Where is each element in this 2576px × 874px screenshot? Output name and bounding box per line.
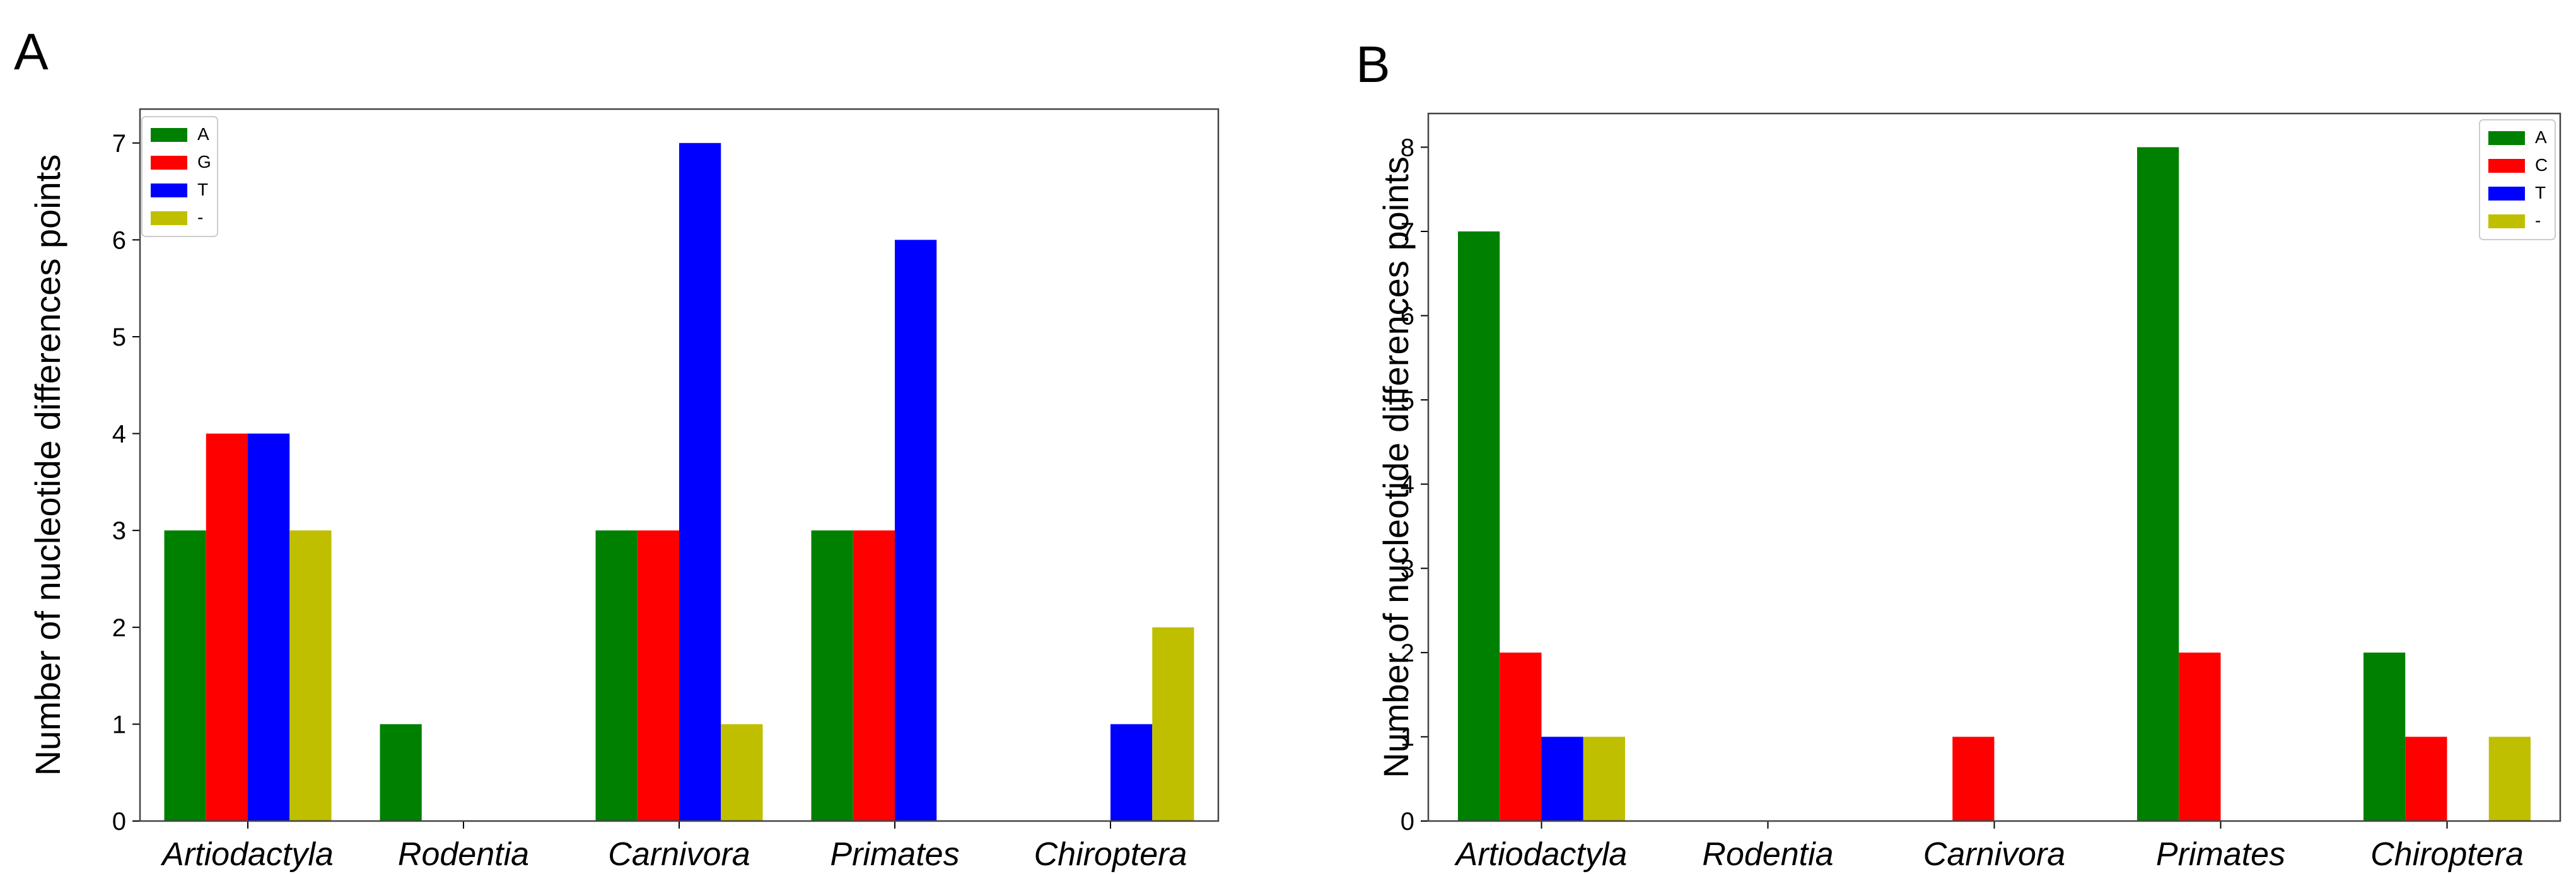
- legend-swatch: [2488, 159, 2525, 173]
- bar-chiroptera-t: [1110, 724, 1153, 821]
- y-tick-label: 0: [1401, 808, 1414, 836]
- bar-artiodactyla-a: [164, 530, 206, 821]
- y-tick-label: 8: [1401, 134, 1414, 161]
- bar-artiodactyla-a: [1458, 231, 1500, 821]
- x-tick-label: Rodentia: [1702, 836, 1833, 873]
- panel-a: A Artiodactyla Rodentia Carnivora Primates Ch…: [14, 23, 1220, 873]
- bar-primates-t: [895, 240, 937, 822]
- x-tick-label: Artiodactyla: [1454, 836, 1628, 873]
- bar-artiodactyla-c: [1500, 652, 1542, 821]
- legend-swatch: [2488, 214, 2525, 228]
- legend-swatch: [151, 156, 187, 170]
- legend-label: T: [197, 180, 208, 199]
- legend-label: A: [2535, 127, 2547, 147]
- legend-label: G: [197, 152, 211, 172]
- panel-label: A: [14, 23, 49, 81]
- y-tick-label: 4: [1401, 471, 1414, 499]
- y-tick-label: 7: [112, 130, 126, 158]
- bar-artiodactyla-gap: [289, 530, 332, 821]
- bar-carnivora-t: [679, 143, 721, 821]
- bar-primates-g: [853, 530, 895, 821]
- y-tick-label: 5: [1401, 387, 1414, 414]
- y-tick-label: 2: [1401, 639, 1414, 667]
- legend-box: [141, 116, 218, 237]
- panel-label: B: [1356, 36, 1390, 93]
- y-axis-label: Number of nucleotide differences points: [28, 154, 67, 776]
- y-tick-label: 7: [1401, 218, 1414, 246]
- bar-primates-a: [811, 530, 853, 821]
- y-tick-label: 1: [1401, 723, 1414, 751]
- bar-artiodactyla-t: [248, 433, 290, 821]
- legend-label: -: [197, 207, 203, 227]
- legend-swatch: [151, 211, 187, 225]
- plot-frame: [139, 108, 1220, 822]
- x-tick-label: Carnivora: [608, 836, 750, 873]
- legend: AGT -: [141, 116, 218, 237]
- y-tick-label: 0: [112, 808, 126, 836]
- bar-primates-c: [2179, 652, 2221, 821]
- y-tick-label: 4: [112, 421, 126, 448]
- bar-rodentia-a: [380, 724, 422, 821]
- legend-swatch: [2488, 187, 2525, 201]
- y-tick-label: 6: [1401, 303, 1414, 330]
- legend-label: C: [2535, 155, 2548, 175]
- x-tick-label: Chiroptera: [2370, 836, 2524, 873]
- legend-swatch: [151, 128, 187, 142]
- legend-label: A: [197, 124, 209, 144]
- legend-label: T: [2535, 183, 2546, 202]
- x-tick-label: Carnivora: [1923, 836, 2065, 873]
- x-tick-label: Primates: [830, 836, 959, 873]
- legend-swatch: [151, 184, 187, 197]
- x-tick-label: Artiodactyla: [160, 836, 334, 873]
- bar-chiroptera-c: [2405, 737, 2447, 821]
- bar-chiroptera-gap: [1152, 627, 1194, 821]
- bar-chiroptera-a: [2363, 652, 2406, 821]
- bar-carnivora-a: [595, 530, 638, 821]
- bar-carnivora-gap: [721, 724, 763, 821]
- bar-primates-a: [2137, 147, 2179, 821]
- x-tick-label: Rodentia: [398, 836, 529, 873]
- bar-artiodactyla-g: [206, 433, 248, 821]
- legend-box: [2479, 119, 2556, 240]
- x-tick-label: Primates: [2156, 836, 2285, 873]
- y-tick-label: 1: [112, 711, 126, 738]
- bar-carnivora-g: [637, 530, 679, 821]
- y-tick-label: 3: [1401, 555, 1414, 583]
- y-axis-label: Number of nucleotide differences points: [1376, 156, 1416, 778]
- x-tick-label: Chiroptera: [1034, 836, 1187, 873]
- y-tick-label: 5: [112, 323, 126, 351]
- panel-b: B Artiodactyla Rodentia Carnivora Primates Ch…: [1356, 36, 2561, 873]
- legend-label: -: [2535, 211, 2541, 230]
- bar-chiroptera-gap: [2488, 737, 2531, 821]
- y-tick-label: 2: [112, 614, 126, 642]
- legend-swatch: [2488, 131, 2525, 145]
- y-tick-label: 3: [112, 517, 126, 545]
- bar-artiodactyla-gap: [1583, 737, 1625, 821]
- bar-carnivora-c: [1952, 737, 1995, 821]
- bar-artiodactyla-t: [1541, 737, 1583, 821]
- legend: ACT -: [2479, 119, 2556, 240]
- y-tick-label: 6: [112, 226, 126, 254]
- plot-frame: [1427, 112, 2561, 822]
